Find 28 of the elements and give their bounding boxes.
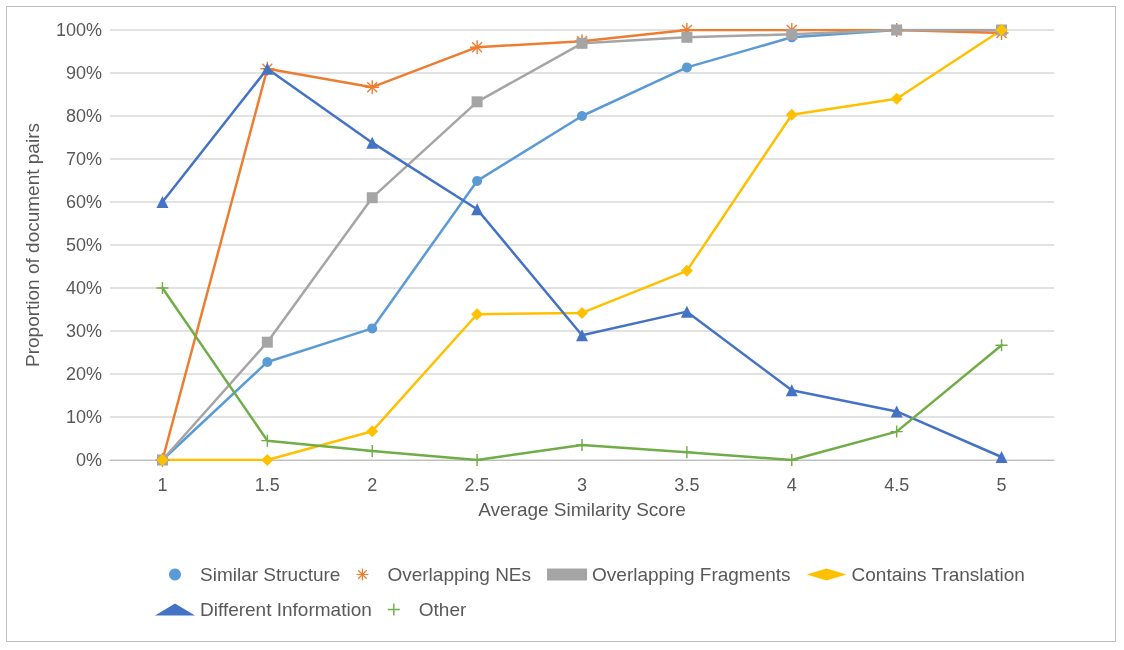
y-tick-label: 70% bbox=[65, 149, 102, 169]
y-tick-label: 30% bbox=[65, 321, 102, 341]
x-tick-label: 1.5 bbox=[254, 475, 280, 495]
x-tick-label: 3.5 bbox=[674, 475, 700, 495]
x-tick-label: 2.5 bbox=[464, 475, 490, 495]
x-tick-label: 2 bbox=[367, 475, 378, 495]
legend-label: Different Information bbox=[200, 599, 372, 620]
legend-label: Contains Translation bbox=[851, 564, 1025, 585]
legend-label: Other bbox=[418, 599, 467, 620]
legend-label: Overlapping NEs bbox=[387, 564, 532, 585]
x-tick-label: 4 bbox=[786, 475, 797, 495]
x-tick-label: 1 bbox=[157, 475, 168, 495]
y-tick-label: 100% bbox=[55, 20, 102, 40]
y-tick-label: 10% bbox=[65, 407, 102, 427]
y-tick-label: 50% bbox=[65, 235, 102, 255]
y-tick-label: 80% bbox=[65, 106, 102, 126]
x-axis-title: Average Similarity Score bbox=[478, 499, 686, 520]
y-tick-label: 0% bbox=[75, 450, 102, 470]
x-tick-label: 5 bbox=[996, 475, 1007, 495]
y-tick-label: 90% bbox=[65, 63, 102, 83]
y-axis-title: Proportion of document pairs bbox=[22, 123, 43, 367]
x-tick-label: 4.5 bbox=[884, 475, 910, 495]
y-tick-label: 40% bbox=[65, 278, 102, 298]
legend-label: Similar Structure bbox=[200, 564, 341, 585]
legend-label: Overlapping Fragments bbox=[592, 564, 791, 585]
x-tick-label: 3 bbox=[576, 475, 588, 495]
y-tick-label: 60% bbox=[65, 192, 102, 212]
y-tick-label: 20% bbox=[65, 364, 102, 384]
